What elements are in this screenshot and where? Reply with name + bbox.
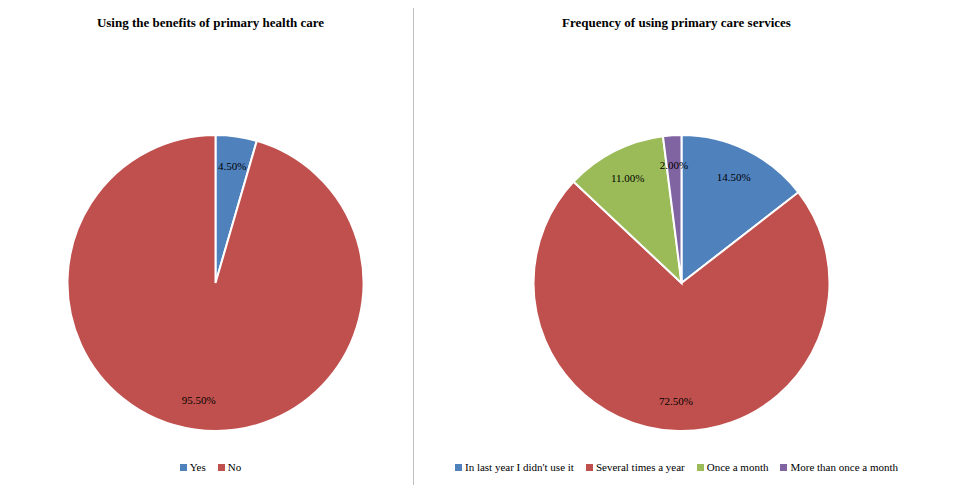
html-text:More than once a month: More than once a month xyxy=(790,461,898,473)
html-text:No: No xyxy=(227,461,242,473)
svg-text:11.00%: 11.00% xyxy=(611,172,645,184)
svg-text:4.50%: 4.50% xyxy=(218,160,246,172)
html-text:Once a month: Once a month xyxy=(706,461,769,473)
svg-text:95.50%: 95.50% xyxy=(182,394,216,406)
html-text:Yes: Yes xyxy=(189,461,206,473)
html-text:Using the benefits of primary: Using the benefits of primary health car… xyxy=(96,15,325,30)
svg-text:14.50%: 14.50% xyxy=(717,171,751,183)
html-text:Several times a year: Several times a year xyxy=(595,461,685,473)
svg-text:2.00%: 2.00% xyxy=(660,159,688,171)
svg-text:72.50%: 72.50% xyxy=(659,395,693,407)
html-text:Frequency of using primary car: Frequency of using primary care services xyxy=(562,15,791,30)
html-text:In last year I didn't use it: In last year I didn't use it xyxy=(465,461,574,473)
